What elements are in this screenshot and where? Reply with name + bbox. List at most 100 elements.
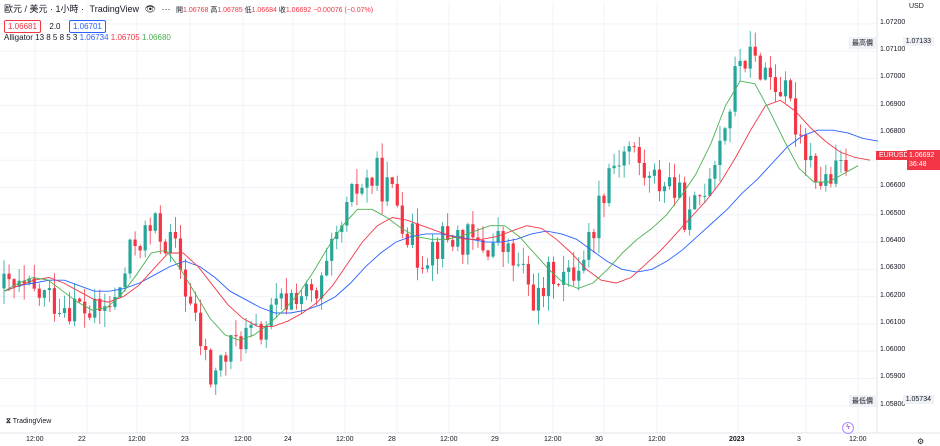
y-tick-label: 1.05900 [880, 373, 906, 381]
settings-icon[interactable]: ⚙ [917, 437, 925, 446]
symbol-label[interactable]: 歐元 / 美元 · 1小時 · [4, 4, 85, 14]
candle-body [249, 324, 253, 328]
candle-body [52, 288, 57, 314]
candle-body [748, 46, 752, 69]
alligator-lines [3, 80, 879, 341]
candle-body [451, 240, 455, 247]
candle-body [531, 284, 536, 311]
x-tick-label: 12:00 [128, 436, 146, 443]
candle-body [47, 288, 51, 291]
candle-body [219, 355, 223, 371]
candle-body [456, 230, 460, 247]
candle-body [67, 308, 72, 322]
candle-body [193, 303, 198, 313]
candle-body [647, 175, 651, 178]
candle-body [551, 261, 556, 285]
candle-body [138, 246, 142, 251]
candle-body [365, 177, 369, 188]
candle-body [662, 186, 667, 192]
y-tick-label: 1.07000 [880, 73, 906, 81]
buy-button[interactable]: 1.06701 [68, 20, 106, 33]
candle-body [627, 146, 631, 152]
lightning-icon[interactable]: ϟ [842, 422, 854, 434]
candle-body [37, 288, 41, 298]
candle-body [264, 325, 268, 340]
x-tick-label: 12:00 [26, 436, 44, 443]
candle-body [652, 169, 657, 176]
candle-body [425, 265, 430, 269]
chart-header: 歐元 / 美元 · 1小時 · TradingView 👁 ··· 開1.067… [4, 2, 376, 15]
candle-body [173, 232, 178, 239]
candle-body [304, 284, 309, 297]
sell-button[interactable]: 1.06681 [4, 20, 41, 33]
candle-body [269, 304, 273, 326]
candle-body [436, 241, 440, 259]
candle-body [778, 91, 783, 97]
more-icon[interactable]: ··· [161, 4, 171, 14]
candle-body [390, 177, 394, 184]
high-tag-label: 最高價 [849, 37, 876, 49]
candle-body [420, 267, 425, 269]
candle-body [516, 264, 520, 266]
indicator-name: Alligator 13 8 5 8 5 3 [4, 33, 78, 42]
x-tick-label: 2023 [729, 436, 745, 443]
alligator-teeth-line [3, 99, 871, 328]
y-tick-label: 1.06300 [880, 264, 906, 272]
y-tick-label: 1.06000 [880, 346, 906, 354]
candle-body [380, 157, 384, 202]
x-tick-label: 23 [181, 436, 189, 443]
candle-body [632, 146, 636, 148]
candle-body [2, 273, 6, 289]
lips-value: 1.06680 [141, 33, 171, 42]
candle-body [612, 165, 616, 169]
candle-body [728, 111, 732, 129]
candle-body [541, 287, 546, 297]
candle-body [572, 267, 576, 281]
candle-body [788, 80, 793, 99]
candle-body [476, 237, 480, 241]
candle-body [753, 46, 757, 56]
candle-body [773, 77, 778, 92]
candle-body [395, 183, 399, 206]
candle-body [521, 263, 525, 265]
candle-body [829, 174, 833, 184]
candle-body [834, 160, 838, 184]
candle-body [441, 226, 445, 259]
candle-body [350, 183, 354, 203]
alligator-lips-line [3, 80, 859, 341]
candle-body [22, 280, 26, 284]
candle-body [244, 327, 248, 350]
candle-body [799, 134, 803, 136]
candle-body [819, 182, 823, 186]
currency-label[interactable]: USD [909, 3, 924, 10]
x-tick-label: 12:00 [648, 436, 666, 443]
candle-body [27, 278, 31, 284]
x-tick-label: 29 [491, 436, 499, 443]
candle-body [415, 223, 420, 268]
spread-label: 2.0 [49, 22, 61, 31]
candle-body [577, 270, 581, 281]
candle-body [113, 297, 117, 307]
candle-body [657, 169, 662, 192]
indicator-legend[interactable]: Alligator 13 8 5 8 5 3 1.06734 1.06705 1… [4, 33, 171, 42]
candle-body [345, 202, 349, 226]
jaw-value: 1.06734 [79, 33, 109, 42]
y-tick-label: 1.06100 [880, 318, 906, 326]
candle-body [239, 336, 243, 350]
y-tick-label: 1.07200 [880, 18, 906, 26]
candle-body [163, 241, 167, 254]
candle-body [461, 230, 465, 255]
eye-icon[interactable]: 👁 [144, 4, 157, 14]
candle-body [314, 290, 319, 299]
x-tick-label: 3 [797, 436, 801, 443]
candle-body [78, 298, 82, 302]
candle-body [88, 313, 92, 318]
candle-body [62, 308, 67, 314]
candle-body [168, 232, 172, 254]
candle-body [148, 225, 152, 231]
candle-body [72, 298, 77, 322]
candle-body [567, 267, 571, 272]
chart-grid [0, 2, 877, 433]
candle-body [224, 355, 228, 362]
